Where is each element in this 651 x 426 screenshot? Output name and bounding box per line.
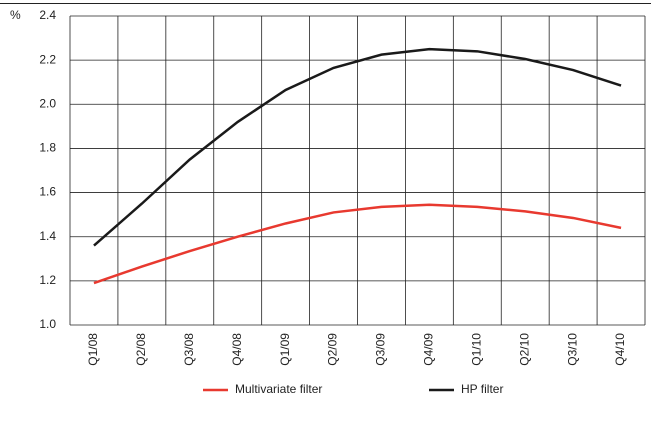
legend-label: HP filter [461, 382, 503, 396]
y-tick-label: 2.0 [39, 96, 56, 110]
x-tick-label: Q1/10 [469, 333, 483, 366]
x-tick-label: Q3/09 [374, 333, 388, 366]
y-tick-label: 2.4 [39, 8, 56, 22]
y-tick-label: 1.6 [39, 185, 56, 199]
y-axis-label: % [10, 8, 21, 22]
y-tick-label: 1.8 [39, 141, 56, 155]
legend-label: Multivariate filter [235, 382, 322, 396]
x-tick-label: Q1/08 [86, 333, 100, 366]
series-line [93, 47, 622, 247]
y-tick-label: 1.2 [39, 273, 56, 287]
x-tick-label: Q4/09 [422, 333, 436, 366]
x-tick-label: Q3/10 [565, 333, 579, 366]
x-tick-label: Q2/10 [517, 333, 531, 366]
x-tick-label: Q4/10 [613, 333, 627, 366]
x-tick-label: Q2/09 [326, 333, 340, 366]
y-tick-label: 1.4 [39, 229, 56, 243]
x-tick-label: Q1/09 [278, 333, 292, 366]
x-tick-label: Q3/08 [182, 333, 196, 366]
x-tick-label: Q4/08 [230, 333, 244, 366]
x-tick-label: Q2/08 [134, 333, 148, 366]
y-tick-label: 1.0 [39, 317, 56, 331]
series-line [93, 203, 622, 285]
y-tick-label: 2.2 [39, 52, 56, 66]
